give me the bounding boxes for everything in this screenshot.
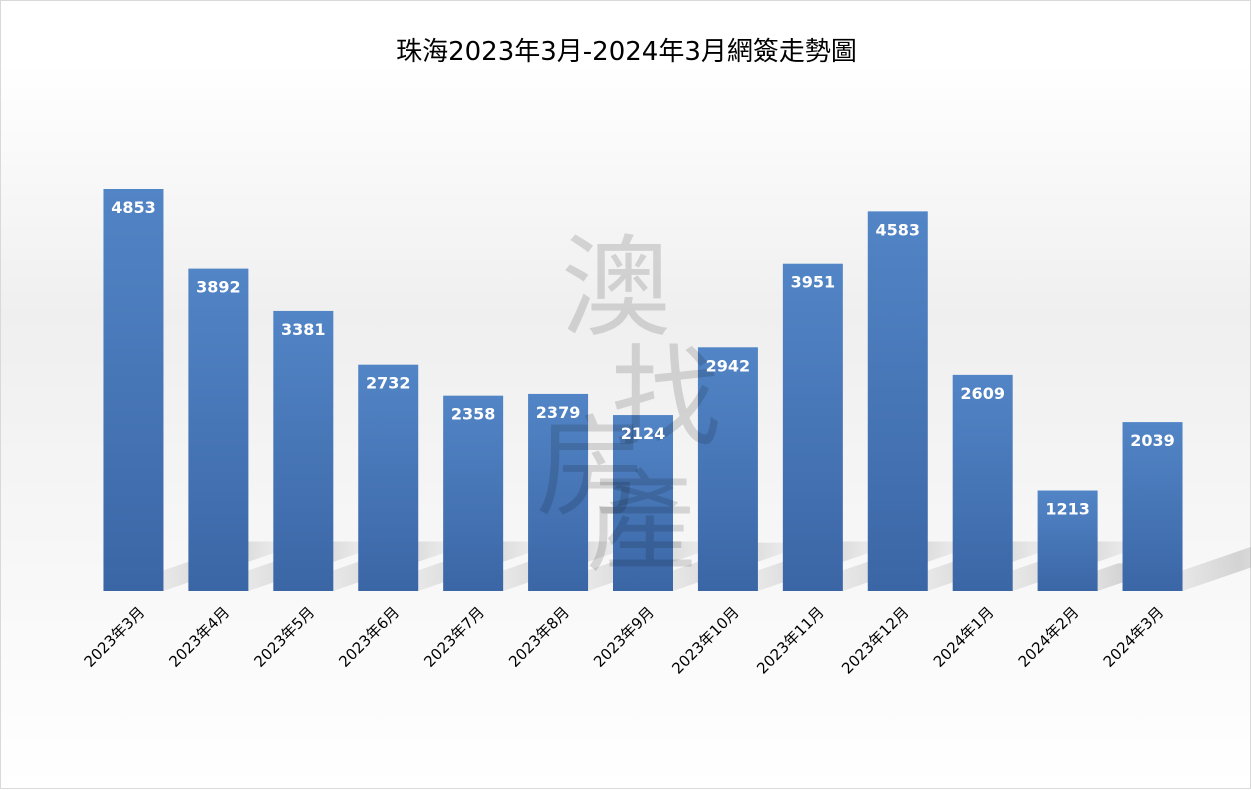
x-tick-label: 2023年3月 xyxy=(81,603,149,671)
data-label: 2732 xyxy=(366,374,411,393)
bar xyxy=(358,364,419,591)
data-label: 1213 xyxy=(1045,500,1090,519)
x-tick-label: 2023年8月 xyxy=(505,603,573,671)
x-tick-label: 2023年10月 xyxy=(668,603,742,677)
x-tick-label: 2023年6月 xyxy=(335,603,403,671)
bar xyxy=(273,310,334,591)
x-tick-label: 2023年4月 xyxy=(166,603,234,671)
data-label: 2124 xyxy=(621,424,666,443)
x-tick-label: 2023年7月 xyxy=(420,603,488,671)
data-label: 2039 xyxy=(1130,431,1175,450)
data-label: 3892 xyxy=(196,278,241,297)
chart-title: 珠海2023年3月-2024年3月網簽走勢圖 xyxy=(396,37,857,67)
bar xyxy=(443,395,504,591)
data-labels: 4853 3892 3381 2732 2358 2379 2124 2942 3951 4583… xyxy=(111,198,1175,519)
watermark-char: 房 xyxy=(536,404,646,532)
data-label: 2942 xyxy=(706,356,751,375)
x-tick-label: 2023年9月 xyxy=(590,603,658,671)
data-label: 2609 xyxy=(960,384,1005,403)
bar xyxy=(867,211,928,591)
data-label: 4853 xyxy=(111,198,156,217)
bar xyxy=(528,393,589,591)
bar xyxy=(782,263,843,591)
data-label: 2379 xyxy=(536,403,581,422)
x-tick-label: 2023年5月 xyxy=(250,603,318,671)
bar xyxy=(188,268,249,591)
x-tick-label: 2023年11月 xyxy=(753,603,827,677)
watermark-char: 產 xyxy=(586,459,696,587)
bar xyxy=(103,189,164,591)
data-label: 3381 xyxy=(281,320,326,339)
bar xyxy=(952,374,1013,591)
watermark-char: 找 xyxy=(611,334,721,462)
data-label: 2358 xyxy=(451,405,496,424)
x-tick-label: 2023年12月 xyxy=(838,603,912,677)
bar xyxy=(1122,422,1183,591)
data-label: 4583 xyxy=(876,220,921,239)
x-tick-label: 2024年1月 xyxy=(930,603,998,671)
data-label: 3951 xyxy=(791,273,836,292)
watermark-char: 澳 xyxy=(561,224,671,352)
bar xyxy=(1037,490,1098,591)
bar xyxy=(613,415,673,591)
x-axis-ticks: 2023年3月 2023年4月 2023年5月 2023年6月 2023年7月 2023年… xyxy=(81,603,1168,677)
x-tick-label: 2024年3月 xyxy=(1100,603,1168,671)
x-tick-label: 2024年2月 xyxy=(1015,603,1083,671)
bars xyxy=(103,189,1183,591)
bar xyxy=(697,347,758,591)
bar-shadow xyxy=(1122,546,1251,591)
